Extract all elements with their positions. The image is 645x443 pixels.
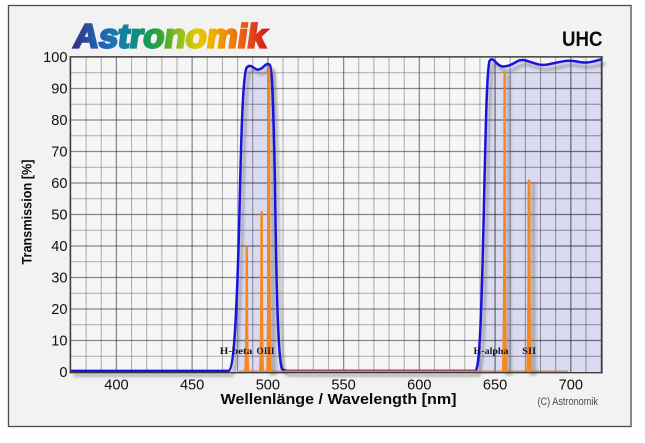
svg-text:500: 500 (256, 378, 280, 394)
svg-text:400: 400 (104, 378, 128, 394)
svg-text:SII: SII (522, 347, 536, 357)
svg-text:UHC: UHC (562, 28, 603, 51)
svg-text:OIII: OIII (257, 347, 275, 357)
svg-text:550: 550 (331, 378, 355, 394)
svg-text:600: 600 (407, 378, 431, 394)
svg-text:70: 70 (51, 145, 67, 161)
svg-text:H-beta: H-beta (220, 347, 253, 357)
svg-text:50: 50 (51, 208, 67, 224)
svg-text:20: 20 (51, 302, 67, 318)
svg-text:700: 700 (559, 378, 583, 394)
svg-text:60: 60 (51, 176, 67, 192)
svg-text:(C) Astronomik: (C) Astronomik (538, 396, 599, 408)
svg-text:80: 80 (51, 113, 67, 129)
svg-text:90: 90 (51, 82, 67, 98)
svg-text:Astronomik: Astronomik (71, 19, 269, 56)
svg-text:100: 100 (43, 50, 67, 66)
svg-text:450: 450 (180, 378, 204, 394)
svg-text:H-alpha: H-alpha (474, 347, 509, 357)
svg-text:0: 0 (59, 365, 67, 381)
svg-text:10: 10 (51, 334, 67, 350)
svg-text:650: 650 (483, 378, 507, 394)
svg-text:Wellenlänge / Wavelength [nm]: Wellenlänge / Wavelength [nm] (221, 392, 457, 408)
svg-text:30: 30 (51, 271, 67, 287)
svg-text:40: 40 (51, 239, 67, 255)
svg-text:Transmission [%]: Transmission [%] (20, 160, 35, 265)
